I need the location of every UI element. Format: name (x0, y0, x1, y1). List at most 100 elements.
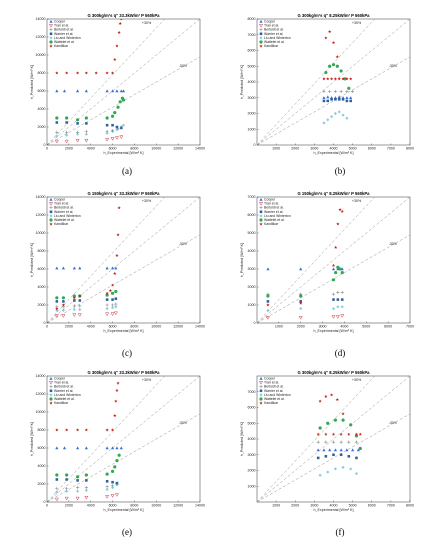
series-bertoldi-et-al- (55, 302, 118, 309)
data-point (335, 55, 339, 59)
data-point (349, 467, 353, 471)
y-tick-label: 2000 (38, 482, 46, 486)
legend-label: Liu and Winterton (54, 36, 81, 40)
data-point (115, 128, 119, 132)
y-tick-label: 2000 (248, 469, 256, 473)
data-point (105, 485, 109, 489)
legend-marker (259, 210, 263, 214)
annotation-minus-30: -30% (179, 242, 188, 246)
legend-label: Wattelet et al. (264, 397, 285, 401)
data-point (347, 455, 351, 458)
data-point (76, 479, 79, 482)
data-point (84, 89, 88, 93)
data-point (114, 136, 119, 140)
data-point (337, 95, 341, 99)
y-tick-label: 3000 (248, 96, 256, 100)
data-point (84, 116, 88, 120)
data-point (347, 432, 351, 436)
y-tick-label: 12000 (36, 213, 46, 217)
y-tick-label: 8000 (38, 428, 46, 432)
data-point (65, 486, 69, 491)
data-point (341, 412, 345, 416)
y-tick-label: 10000 (36, 410, 46, 414)
data-point (322, 96, 326, 100)
data-point (331, 63, 336, 67)
data-point (345, 116, 349, 120)
series-liu-and-winterton (55, 483, 119, 494)
data-point (118, 100, 122, 104)
minus-30-line (47, 234, 200, 323)
panel-label: (f) (336, 527, 345, 537)
series-liu-and-winterton (318, 465, 359, 477)
data-point (333, 77, 338, 81)
annotation-minus-30: -30% (179, 421, 188, 425)
legend-marker (259, 222, 263, 226)
data-point (316, 440, 320, 444)
y-tick-label: 3000 (248, 267, 256, 271)
data-point (78, 307, 82, 312)
series-bertoldi-et-al- (322, 89, 355, 94)
data-point (347, 86, 351, 90)
data-point (64, 496, 69, 501)
legend-marker (49, 28, 53, 32)
data-point (55, 300, 59, 303)
data-point (354, 440, 359, 444)
data-point (340, 271, 344, 275)
chart-panel: 0 2000 4000 6000 8000 10000 12000 14000 0 2000 400… (30, 370, 205, 537)
data-point (117, 30, 121, 34)
legend-marker (259, 376, 263, 380)
data-point (62, 300, 65, 303)
data-point (331, 432, 336, 436)
legend-label: Cooper (264, 198, 276, 202)
data-point (322, 77, 326, 81)
data-point (339, 69, 343, 73)
data-point (121, 123, 126, 127)
chart-title: G 150kg/m²s q" 8.25kW/m² P 560kPa (298, 191, 371, 196)
x-tick-label: 2000 (65, 147, 73, 151)
data-point (329, 77, 334, 81)
legend-marker (259, 32, 263, 36)
data-point (324, 455, 328, 458)
data-point (341, 465, 345, 469)
legend-label: Cooper (54, 377, 66, 381)
data-point (341, 98, 345, 101)
x-tick-label: 4000 (87, 147, 95, 151)
data-point (114, 302, 118, 306)
data-point (55, 308, 59, 312)
legend-label: Cooper (54, 20, 66, 24)
data-point (318, 399, 322, 403)
data-point (76, 446, 80, 450)
panel-label: (b) (335, 166, 346, 176)
data-point (335, 397, 339, 402)
chart-panel: 1000 2000 3000 4000 5000 6000 7000 0 1000 2000 300… (240, 191, 414, 358)
data-point (121, 98, 126, 102)
legend-marker (258, 381, 264, 385)
y-tick-label: 4000 (38, 464, 46, 468)
legend-marker (259, 40, 263, 44)
annotation-plus-30: +30% (142, 378, 152, 382)
y-tick-label: 4000 (38, 107, 46, 111)
legend-label: Warrier et al. (54, 210, 73, 214)
data-point (331, 307, 336, 311)
series-warrier-et-al- (322, 98, 352, 103)
legend-label: Liu and Winterton (264, 393, 291, 397)
data-point (114, 289, 118, 294)
data-point (61, 303, 66, 307)
data-point (340, 290, 344, 294)
data-point (55, 446, 59, 450)
data-point (113, 311, 118, 316)
data-point (266, 300, 270, 303)
data-point (336, 305, 340, 309)
data-point (358, 446, 362, 451)
y-tick-label: 2000 (248, 285, 256, 289)
legend-marker (259, 393, 263, 397)
x-tick-label: 2000 (291, 504, 299, 508)
data-point (84, 129, 88, 134)
data-point (65, 428, 69, 432)
data-point (114, 493, 119, 497)
data-point (114, 399, 118, 403)
data-point (105, 138, 110, 142)
legend-marker (259, 218, 263, 222)
legend-label: Liu and Winterton (54, 393, 81, 397)
